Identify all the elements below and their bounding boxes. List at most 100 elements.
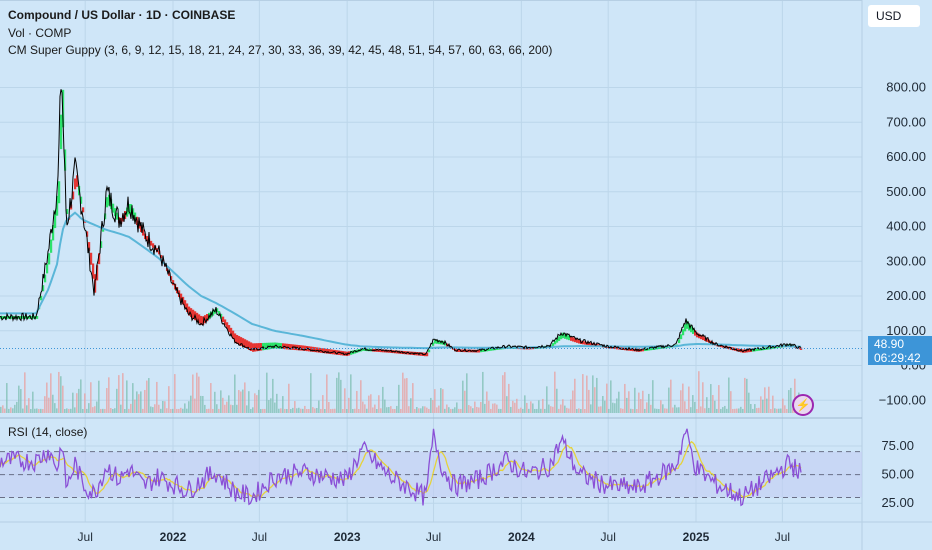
volume-bar	[182, 408, 184, 413]
ribbon-segment	[120, 217, 123, 224]
ribbon-segment	[282, 343, 285, 350]
volume-bar	[704, 408, 706, 413]
volume-bar	[724, 405, 726, 413]
ribbon-segment	[642, 348, 645, 352]
volume-bar	[160, 408, 162, 413]
price-line	[0, 89, 802, 356]
volume-bar	[484, 403, 486, 413]
ribbon-segment	[6, 315, 9, 319]
volume-bar	[110, 408, 112, 413]
volume-bar	[254, 393, 256, 413]
volume-bar	[426, 407, 428, 413]
currency-button[interactable]: USD	[868, 5, 920, 27]
volume-bar	[576, 408, 578, 413]
volume-bar	[608, 408, 610, 413]
symbol-title[interactable]: Compound / US Dollar · 1D · COINBASE	[8, 8, 236, 22]
volume-bar	[92, 407, 94, 413]
volume-bar	[40, 408, 42, 413]
ribbon-segment	[168, 272, 171, 276]
ribbon-segment	[2, 315, 5, 319]
ribbon-segment	[96, 265, 99, 281]
volume-bar	[336, 377, 338, 413]
ribbon-segment	[64, 149, 67, 171]
ribbon-segment	[266, 342, 269, 350]
ribbon-segment	[478, 349, 481, 353]
ribbon-segment	[684, 324, 687, 332]
volume-bar	[762, 399, 764, 413]
volume-bar	[564, 405, 566, 413]
volume-bar	[616, 398, 618, 413]
ribbon-segment	[438, 340, 441, 345]
ribbon-segment	[98, 253, 101, 265]
ribbon-segment	[378, 349, 381, 353]
volume-bar	[44, 396, 46, 413]
ribbon-segment	[100, 241, 103, 248]
volume-bar	[432, 400, 434, 413]
ribbon-segment	[224, 319, 227, 326]
ribbon-segment	[686, 320, 689, 329]
ribbon-segment	[570, 336, 573, 341]
ribbon-segment	[216, 308, 219, 312]
ribbon-segment	[240, 337, 243, 346]
volume-bar	[58, 371, 60, 413]
ribbon-segment	[158, 250, 161, 255]
volume-bar	[222, 397, 224, 413]
volume-bar	[738, 408, 740, 413]
volume-bar	[146, 380, 148, 413]
volume-bar	[718, 385, 720, 413]
volume-bar	[378, 395, 380, 413]
ribbon-segment	[338, 350, 341, 356]
volume-bar	[736, 408, 738, 413]
ribbon-segment	[114, 208, 117, 217]
volume-bar	[562, 399, 564, 413]
volume-bar	[676, 407, 678, 413]
volume-bar	[104, 408, 106, 413]
volume-bar	[442, 389, 444, 413]
ribbon-segment	[662, 346, 665, 349]
volume-bar	[308, 408, 310, 413]
rsi-line	[0, 428, 802, 507]
volume-bar	[656, 408, 658, 413]
volume-bar	[392, 408, 394, 413]
volume-bar	[402, 372, 404, 413]
volume-bar	[766, 398, 768, 413]
time-tick-label: 2022	[160, 530, 187, 544]
volume-bar	[574, 378, 576, 413]
volume-bar	[560, 404, 562, 413]
volume-bar	[10, 407, 12, 413]
ribbon-segment	[264, 342, 267, 350]
volume-bar	[512, 400, 514, 413]
volume-bar	[200, 395, 202, 413]
volume-bar	[282, 396, 284, 413]
rsi-legend[interactable]: RSI (14, close)	[8, 425, 88, 439]
volume-bar	[106, 388, 108, 413]
ribbon-segment	[252, 343, 255, 352]
indicator-legend[interactable]: CM Super Guppy (3, 6, 9, 12, 15, 18, 21,…	[8, 43, 553, 57]
volume-bar	[268, 400, 270, 413]
ribbon-segment	[188, 306, 191, 316]
volume-bar	[270, 398, 272, 413]
volume-bar	[344, 388, 346, 413]
lightning-bolt-icon[interactable]: ⚡	[792, 394, 814, 416]
volume-bar	[452, 408, 454, 413]
volume-bar	[302, 408, 304, 413]
grid-lines	[0, 0, 862, 522]
ribbon-segment	[354, 349, 357, 354]
volume-legend[interactable]: Vol · COMP	[8, 26, 72, 40]
volume-bar	[588, 389, 590, 413]
volume-bar	[68, 408, 70, 413]
volume-bar	[368, 395, 370, 413]
volume-bar	[632, 408, 634, 413]
volume-bar	[510, 406, 512, 413]
volume-bar	[324, 408, 326, 413]
ribbon-segment	[246, 340, 249, 349]
volume-bar	[472, 408, 474, 413]
volume-bar	[566, 407, 568, 413]
volume-bar	[496, 404, 498, 413]
ribbon-segment	[254, 343, 257, 352]
volume-bar	[390, 406, 392, 413]
ribbon-segment	[762, 347, 765, 351]
ribbon-segment	[458, 349, 461, 352]
volume-bar	[648, 393, 650, 413]
